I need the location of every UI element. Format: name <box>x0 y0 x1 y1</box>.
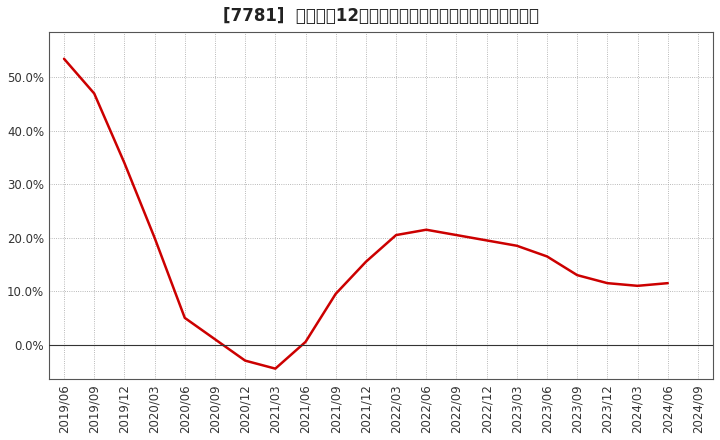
Title: [7781]  売上高の12か月移動合計の対前年同期増減率の推移: [7781] 売上高の12か月移動合計の対前年同期増減率の推移 <box>223 7 539 25</box>
